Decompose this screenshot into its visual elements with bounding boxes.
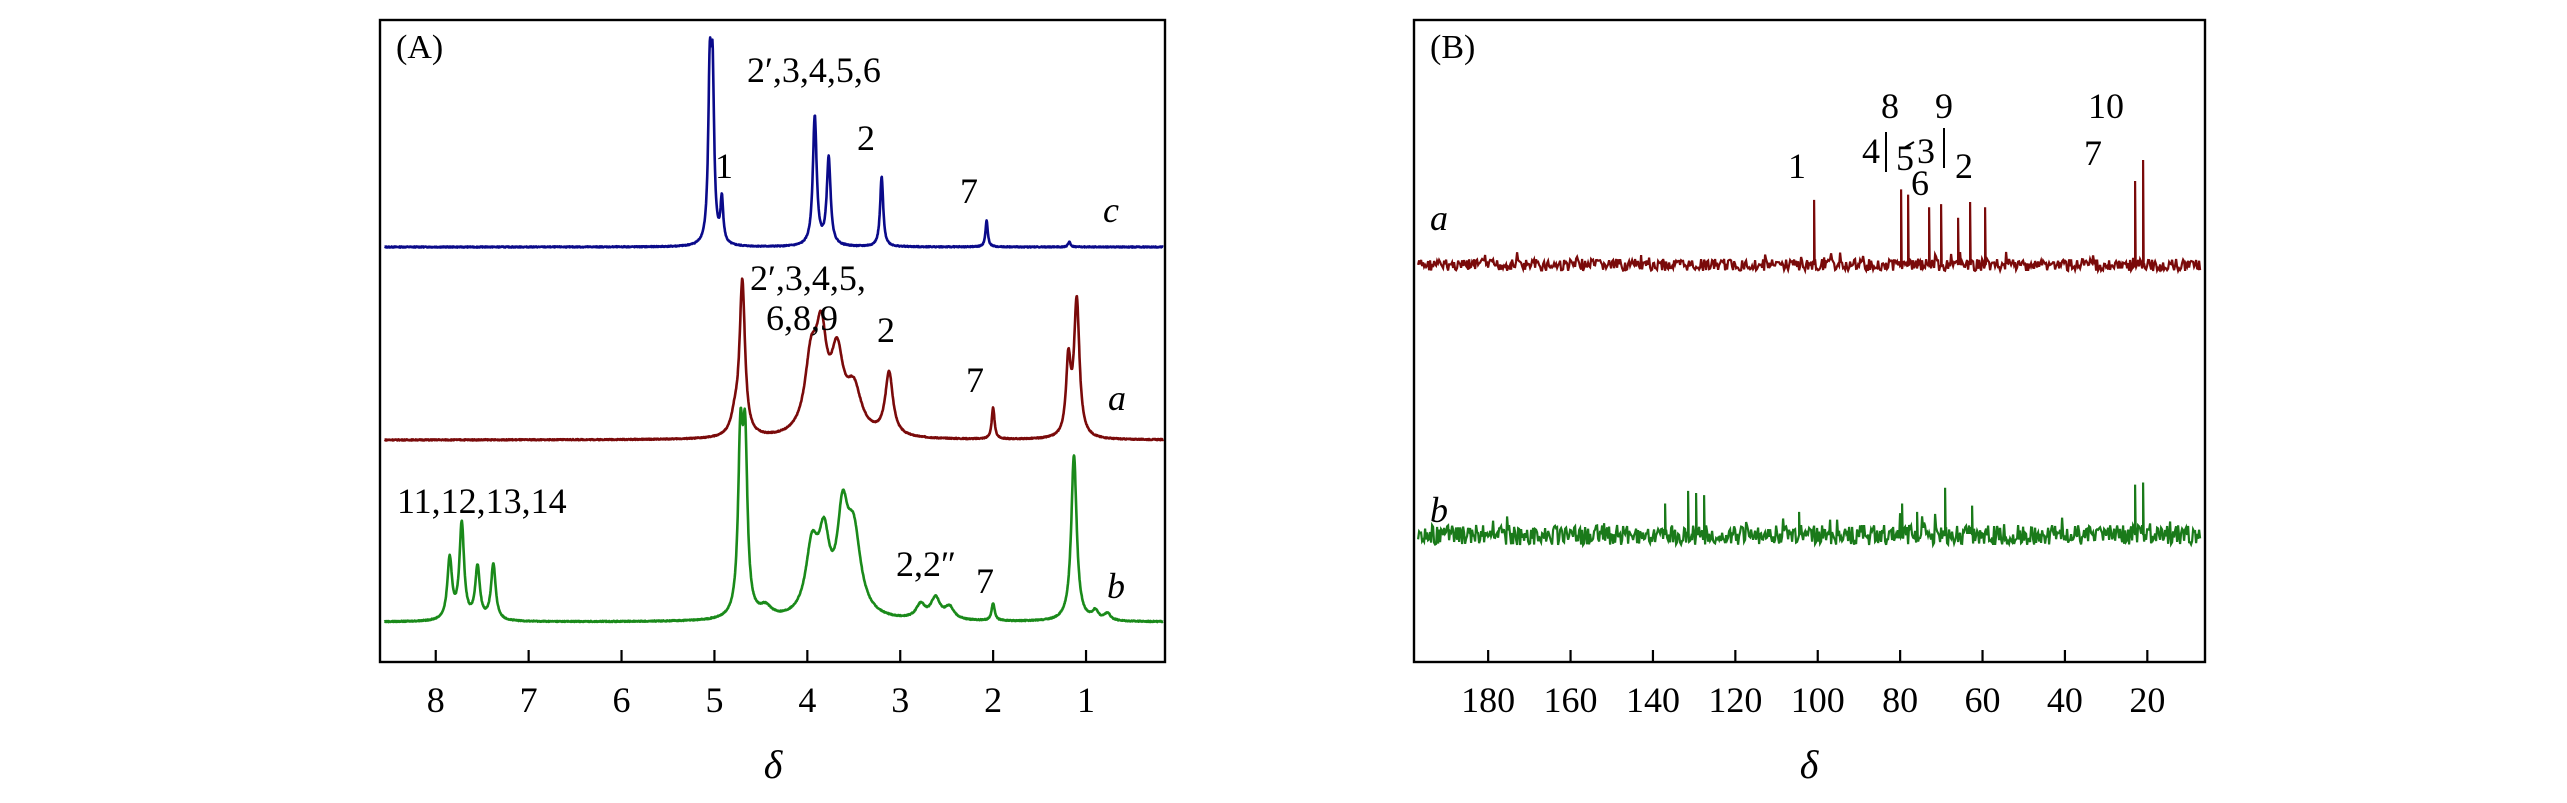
b-a-peak-label-3: 3 [1917,131,1935,171]
a-c-peak-label-2: 2 [857,118,875,158]
b-a-peak-label-8: 8 [1881,86,1899,126]
b-a-peak-label-2: 2 [1955,146,1973,186]
a-a-trace-letter: a [1108,378,1126,418]
panel-b-frame [1412,18,2207,664]
a-a-peak-label-2: 2 [877,310,895,350]
x-tick-label: 160 [1544,680,1598,720]
carbon-spectrum-b-line [1417,482,2202,549]
x-tick-label: 20 [2129,680,2165,720]
x-tick-label: 2 [984,680,1002,720]
x-tick-label: 1 [1077,680,1095,720]
b-a-trace-letter: a [1430,198,1448,238]
panel-b-x-axis-label: δ [1800,742,1820,787]
b-a-peak-label-6: 6 [1911,163,1929,203]
panel-a-label: (A) [396,29,443,66]
panel-a-x-ticks: 8 7 6 5 4 3 2 1 [427,650,1095,720]
b-leader-5 [1903,141,1915,149]
b-b-trace-letter: b [1430,490,1448,530]
panel-a-frame [378,18,1167,664]
x-tick-label: 4 [798,680,816,720]
a-a-peak-label-7: 7 [966,360,984,400]
x-tick-label: 8 [427,680,445,720]
b-a-peak-label-4: 4 [1862,131,1880,171]
a-b-peak-label-7: 7 [976,561,994,601]
carbon-spectrum-a-line [1417,159,2202,275]
x-tick-label: 120 [1708,680,1762,720]
x-tick-label: 140 [1626,680,1680,720]
panel-b-spectra [1417,159,2202,549]
a-b-trace-letter: b [1107,566,1125,606]
x-tick-label: 3 [891,680,909,720]
x-tick-label: 100 [1791,680,1845,720]
panel-a-spectra [383,36,1165,624]
x-tick-label: 5 [705,680,723,720]
a-a-peak-label-line2: 6,8,9 [766,298,838,338]
b-a-peak-label-9: 9 [1935,86,1953,126]
a-c-peak-label-7: 7 [960,171,978,211]
b-a-peak-label-7: 7 [2084,133,2102,173]
spectrum-b-line [383,406,1165,624]
a-a-peak-label-line1: 2′,3,4,5, [750,258,866,298]
panel-b-label: (B) [1430,29,1475,66]
x-tick-label: 7 [520,680,538,720]
x-tick-label: 60 [1965,680,2001,720]
x-tick-label: 40 [2047,680,2083,720]
x-tick-label: 180 [1461,680,1515,720]
a-c-peak-label-1: 1 [715,146,733,186]
panel-b-x-ticks: 180 160 140 120 100 80 60 40 20 [1461,650,2165,720]
b-a-peak-label-10: 10 [2088,86,2124,126]
b-a-peak-label-5: 5 [1896,138,1914,178]
x-tick-label: 6 [613,680,631,720]
spectrum-c-line [383,36,1165,249]
b-a-peak-label-1: 1 [1788,146,1806,186]
a-b-peak-label-2-2: 2,2″ [896,544,956,584]
x-tick-label: 80 [1882,680,1918,720]
a-c-trace-letter: c [1103,190,1119,230]
spectrum-a-line [383,277,1165,442]
a-b-peak-label-aromatic: 11,12,13,14 [397,481,567,521]
panel-a-x-axis-label: δ [764,742,784,787]
a-c-peak-label-group: 2′,3,4,5,6 [747,50,881,90]
